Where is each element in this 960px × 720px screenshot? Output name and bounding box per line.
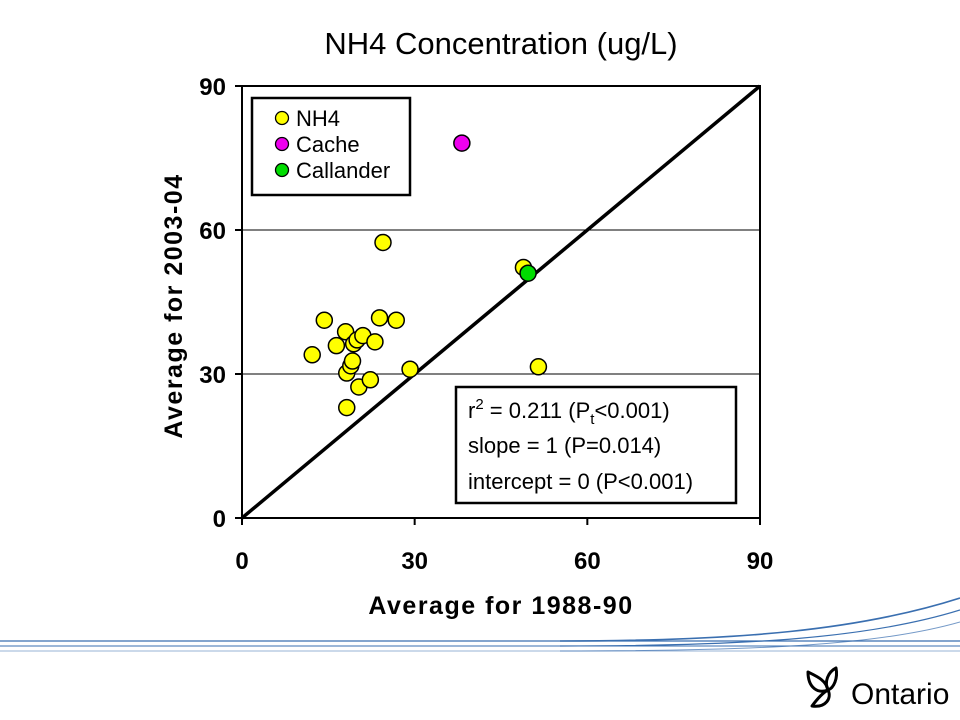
point-nh4 (343, 352, 362, 370)
legend-marker-nh4 (274, 110, 290, 126)
point-nh4 (338, 398, 356, 417)
point-callander (519, 264, 537, 282)
point-nh4 (361, 371, 380, 389)
y-tick-label: 60 (199, 218, 226, 245)
axis-ticks (235, 85, 761, 525)
data-points (303, 134, 548, 417)
gridlines (242, 229, 760, 375)
point-nh4 (366, 333, 384, 351)
point-nh4 (374, 233, 392, 252)
point-cache (453, 134, 471, 152)
y-tick-label: 90 (199, 74, 226, 101)
y-axis-title: Average for 2003-04 (160, 173, 188, 438)
trillium-icon (806, 666, 838, 708)
tick-labels: 0 30 60 90 0 30 60 90 (199, 74, 773, 575)
x-tick-label: 30 (401, 548, 428, 575)
point-nh4 (401, 360, 419, 378)
x-tick-label: 0 (235, 548, 248, 575)
point-nh4 (315, 311, 334, 329)
chart-title: NH4 Concentration (ug/L) (324, 26, 677, 61)
legend-marker-cache (274, 136, 290, 152)
intercept-text: intercept = 0 (P<0.001) (468, 469, 693, 494)
legend-label-callander: Callander (296, 158, 390, 183)
ontario-logo: Ontario (806, 666, 949, 711)
r2-text: r2 = 0.211 (Pt<0.001) (468, 396, 670, 428)
point-nh4 (387, 311, 405, 329)
y-tick-label: 30 (199, 362, 226, 389)
ontario-logo-text: Ontario (851, 678, 949, 711)
y-tick-label: 0 (213, 506, 226, 533)
stats-annotation: r2 = 0.211 (Pt<0.001) slope = 1 (P=0.014… (454, 385, 738, 505)
x-axis-title: Average for 1988-90 (368, 592, 633, 620)
legend-marker-callander (274, 162, 290, 178)
slope-text: slope = 1 (P=0.014) (468, 433, 661, 458)
point-nh4 (303, 346, 321, 364)
reference-line (240, 84, 762, 520)
stats-box (454, 385, 738, 505)
one-to-one-line (240, 84, 762, 520)
legend-label-nh4: NH4 (296, 106, 340, 131)
x-tick-label: 60 (574, 548, 601, 575)
point-nh4 (370, 309, 389, 327)
point-nh4 (529, 358, 548, 376)
legend-label-cache: Cache (296, 132, 360, 157)
point-nh4 (327, 336, 346, 355)
footer-lines (0, 597, 960, 652)
x-tick-label: 90 (747, 548, 774, 575)
